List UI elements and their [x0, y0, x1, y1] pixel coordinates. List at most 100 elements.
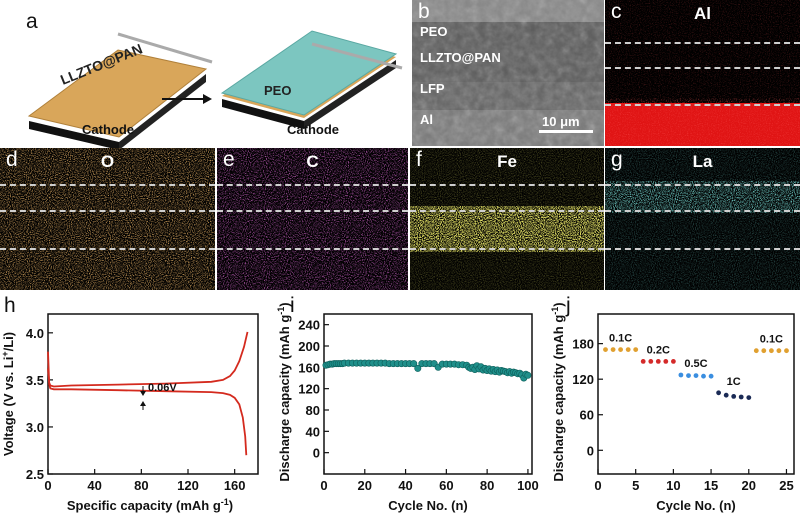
panel-e-c-map: e C [217, 148, 408, 290]
fe-map-texture [410, 148, 604, 290]
y-tick-label: 60 [580, 408, 594, 423]
map-title-fe: Fe [497, 152, 517, 171]
data-point [716, 390, 721, 396]
data-point [678, 372, 684, 378]
layer-boundary [0, 184, 215, 186]
layer-boundary [410, 210, 604, 212]
map-title-o: O [100, 152, 115, 171]
x-tick-label: 80 [480, 478, 494, 493]
data-point [603, 347, 608, 352]
panel-letter-j: j [566, 294, 571, 317]
y-tick-label: 2.5 [26, 467, 44, 482]
data-point [708, 373, 714, 379]
x-tick-label: 160 [224, 478, 246, 493]
panel-letter-e: e [223, 148, 235, 171]
x-tick-label: 40 [87, 478, 101, 493]
rate-label: 1C [727, 376, 741, 388]
x-tick-label: 5 [632, 478, 639, 493]
data-point [648, 359, 654, 364]
sem-scalebar-label: 10 μm [542, 114, 580, 129]
y-tick-label: 240 [298, 318, 320, 333]
peo-layer-right [220, 30, 398, 116]
data-point [618, 347, 623, 352]
data-point [701, 373, 706, 379]
data-point [610, 347, 616, 352]
plot-frame [323, 313, 533, 475]
layer-boundary [605, 184, 800, 186]
al-map-texture [605, 0, 800, 146]
sem-layer-al: Al [420, 112, 433, 127]
y-tick-label: 4.0 [26, 326, 44, 341]
map-title-c: C [306, 152, 319, 171]
schematic-svg [27, 30, 403, 148]
x-tick-label: 0 [320, 478, 327, 493]
map-title-la: La [692, 152, 713, 171]
y-tick-label: 40 [306, 424, 320, 439]
y-tick-label: 0 [587, 443, 594, 458]
rate-label: 0.1C [609, 333, 632, 345]
j-ylabel: Discharge capacity (mAh g-1) [550, 302, 566, 481]
y-tick-label: 3.0 [26, 420, 44, 435]
x-tick-label: 15 [704, 478, 718, 493]
j-xlabel: Cycle No. (n) [656, 498, 735, 513]
cathode-slab-right-front [304, 60, 396, 129]
data-point [663, 359, 669, 364]
separator-rod-right [311, 42, 403, 70]
x-tick-label: 0 [594, 478, 601, 493]
data-point [640, 359, 646, 364]
x-tick-label: 100 [517, 478, 539, 493]
data-point [655, 359, 661, 364]
sem-texture [412, 0, 604, 146]
cathode-slab-left-front [119, 74, 206, 148]
panel-letter-b: b [418, 0, 430, 23]
layer-boundary [217, 210, 408, 212]
o-map-texture [0, 148, 215, 290]
data-point [633, 347, 639, 352]
layer-boundary [605, 104, 800, 106]
data-point [776, 348, 782, 354]
layer-boundary [605, 42, 800, 44]
panel-c-al-map: c Al [605, 0, 800, 146]
panel-d-o-map: d O [0, 148, 215, 290]
data-point [753, 348, 759, 354]
layer-boundary [605, 210, 800, 212]
charge-curve [47, 331, 249, 388]
data-point [410, 360, 418, 368]
layer-boundary [0, 210, 215, 212]
label-peo-schematic: PEO [264, 83, 292, 98]
cathode-slab-right-side [222, 99, 304, 129]
panel-letter-g: g [611, 148, 623, 171]
plot-frame [47, 313, 259, 475]
cathode-slab-left-side [29, 121, 119, 148]
layer-boundary [605, 67, 800, 69]
llzto-layer-left [27, 49, 208, 138]
panel-letter-f: f [416, 148, 422, 171]
sem-layer-lfp: LFP [420, 81, 445, 96]
i-xlabel: Cycle No. (n) [388, 498, 467, 513]
la-map-texture [605, 148, 800, 290]
y-tick-label: 3.5 [26, 373, 44, 388]
label-cathode-right: Cathode [287, 122, 339, 137]
data-point [693, 373, 699, 378]
c-map-texture [217, 148, 408, 290]
layer-boundary [217, 248, 408, 250]
process-arrow-head [203, 94, 212, 104]
panel-g-la-map: g La [605, 148, 800, 290]
separator-rod-left [117, 32, 213, 64]
x-tick-label: 20 [358, 478, 372, 493]
discharge-curve [47, 351, 248, 456]
x-tick-label: 40 [398, 478, 412, 493]
data-point [738, 394, 744, 400]
sem-layer-llzto: LLZTO@PAN [420, 50, 501, 65]
rate-label: 0.5C [684, 358, 707, 370]
data-point [625, 347, 631, 352]
label-cathode-left: Cathode [82, 122, 134, 137]
panel-letter-a: a [26, 10, 38, 33]
y-tick-label: 80 [306, 403, 320, 418]
panel-f-fe-map: f Fe [410, 148, 604, 290]
data-point [686, 373, 691, 378]
sem-layer-peo: PEO [420, 24, 448, 39]
chart-cycling-performance: 0 20 40 60 80 100 0 40 80 120 160 200 240 Discharge … [276, 302, 539, 513]
panel-b-sem: b PEO LLZTO@PAN LFP Al 10 μm [412, 0, 604, 146]
panel-letter-c: c [611, 0, 622, 23]
